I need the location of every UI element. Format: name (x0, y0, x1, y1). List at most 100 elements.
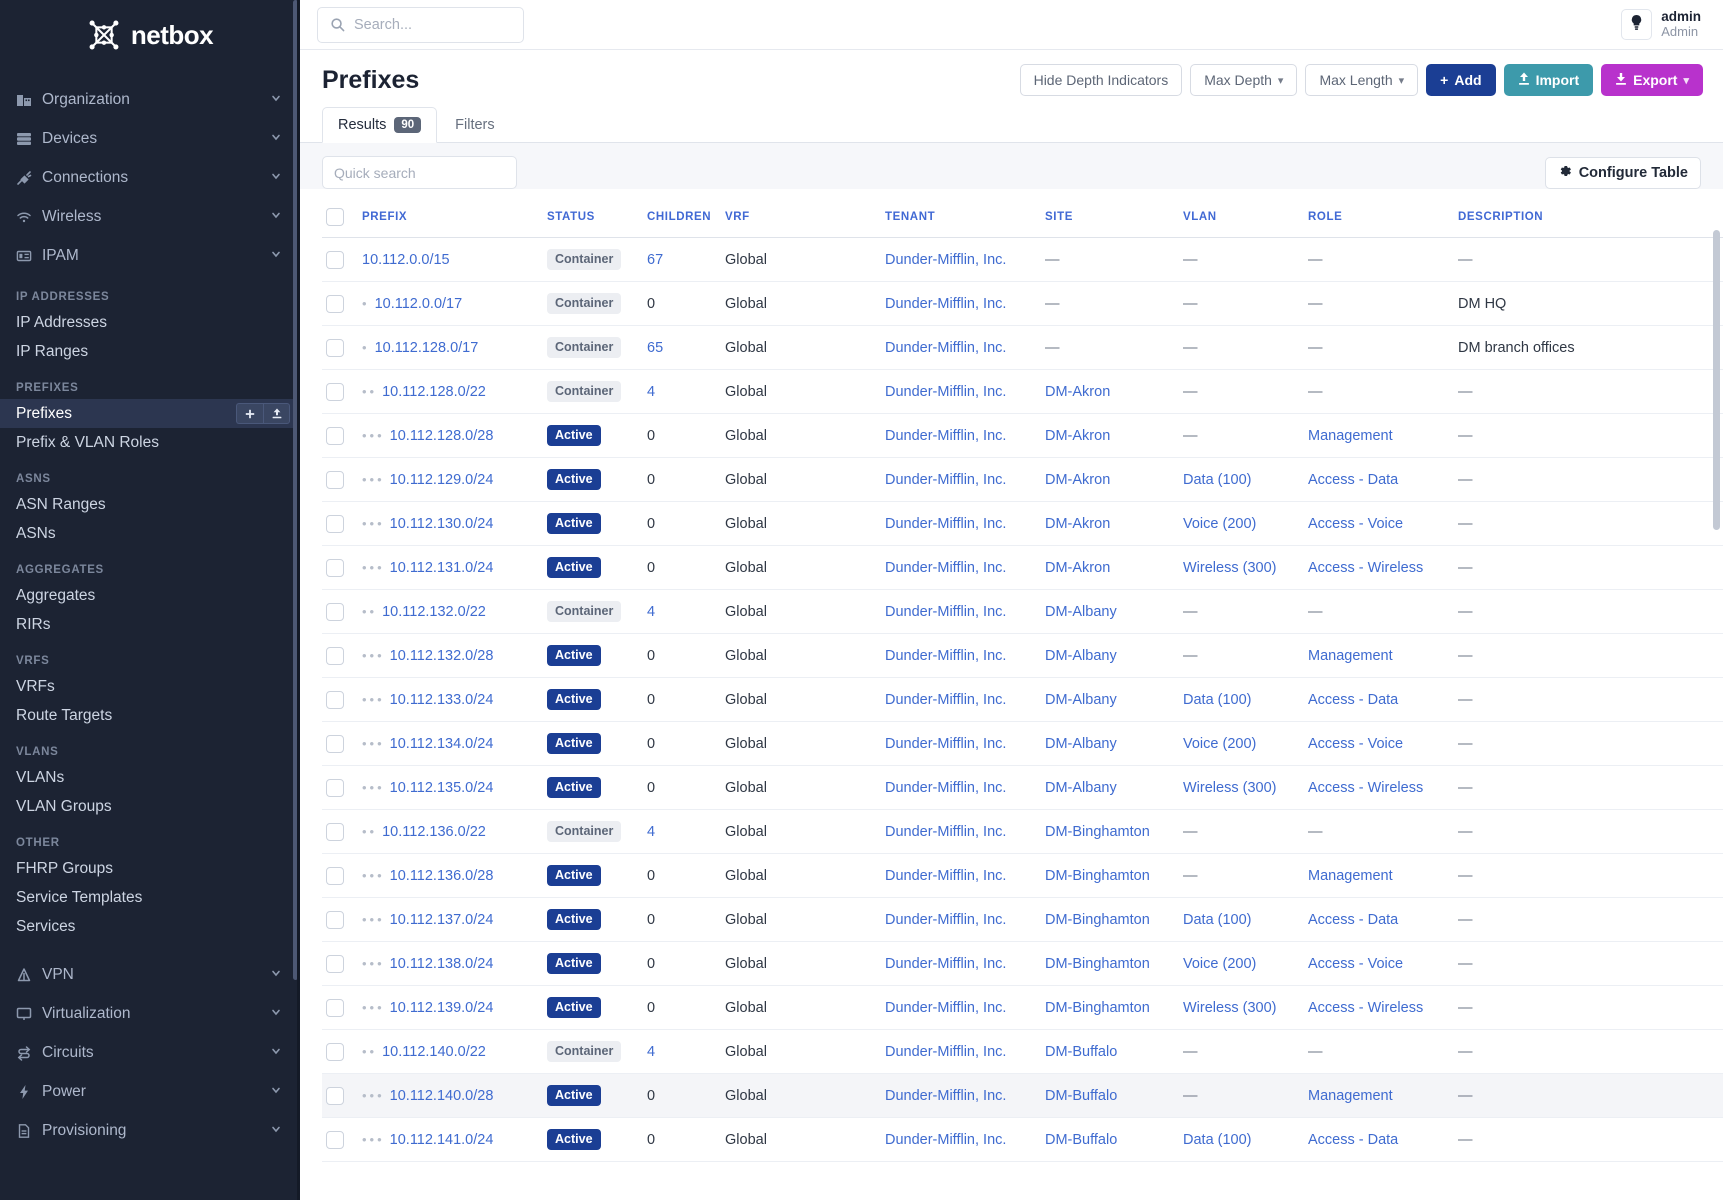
add-button[interactable]: + Add (1426, 64, 1496, 96)
sidebar-group-provisioning[interactable]: Provisioning (0, 1111, 300, 1150)
table-row[interactable]: ••• 10.112.138.0/24 Active 0 Global Dunder-Mi… (322, 941, 1723, 986)
sidebar-group-vpn[interactable]: VPN (0, 955, 300, 994)
table-row[interactable]: ••• 10.112.141.0/24 Active 0 Global Dunder-Mi… (322, 1117, 1723, 1162)
tenant-value[interactable]: Dunder-Mifflin, Inc. (885, 779, 1007, 796)
column-header-site[interactable]: SITE (1041, 202, 1179, 238)
site-value[interactable]: DM-Albany (1045, 647, 1117, 664)
vlan-value[interactable]: Data (100) (1183, 911, 1252, 928)
tenant-value[interactable]: Dunder-Mifflin, Inc. (885, 603, 1007, 620)
site-value[interactable]: DM-Binghamton (1045, 955, 1150, 972)
role-value[interactable]: Access - Wireless (1308, 559, 1424, 576)
site-value[interactable]: DM-Albany (1045, 691, 1117, 708)
vlan-value[interactable]: Voice (200) (1183, 515, 1257, 532)
sidebar-item-vlan-groups[interactable]: VLAN Groups (0, 792, 300, 821)
sidebar-group-virtualization[interactable]: Virtualization (0, 994, 300, 1033)
site-value[interactable]: DM-Binghamton (1045, 823, 1150, 840)
import-button[interactable]: Import (1503, 64, 1594, 96)
prefix-link[interactable]: 10.112.128.0/17 (374, 339, 479, 356)
row-checkbox[interactable] (326, 998, 344, 1017)
tenant-value[interactable]: Dunder-Mifflin, Inc. (885, 295, 1007, 312)
column-header-children[interactable]: CHILDREN (643, 202, 721, 238)
tenant-value[interactable]: Dunder-Mifflin, Inc. (885, 1131, 1007, 1148)
select-all-checkbox[interactable] (326, 208, 344, 226)
tenant-value[interactable]: Dunder-Mifflin, Inc. (885, 383, 1007, 400)
vlan-value[interactable]: Data (100) (1183, 471, 1252, 488)
table-row[interactable]: ••• 10.112.139.0/24 Active 0 Global Dunder-Mi… (322, 985, 1723, 1030)
max-length-dropdown[interactable]: Max Length ▾ (1305, 64, 1419, 96)
row-checkbox[interactable] (326, 910, 344, 929)
vlan-value[interactable]: Wireless (300) (1183, 779, 1277, 796)
role-value[interactable]: Access - Wireless (1308, 999, 1424, 1016)
column-header-vlan[interactable]: VLAN (1179, 202, 1304, 238)
site-value[interactable]: DM-Akron (1045, 559, 1111, 576)
sidebar-group-wireless[interactable]: Wireless (0, 197, 300, 236)
role-value[interactable]: Access - Data (1308, 471, 1399, 488)
site-value[interactable]: DM-Buffalo (1045, 1087, 1118, 1104)
row-checkbox[interactable] (326, 734, 344, 753)
global-search[interactable] (317, 6, 524, 43)
table-row[interactable]: ••• 10.112.133.0/24 Active 0 Global Dunder-Mi… (322, 677, 1723, 722)
tenant-value[interactable]: Dunder-Mifflin, Inc. (885, 647, 1007, 664)
table-row[interactable]: ••• 10.112.140.0/28 Active 0 Global Dunder-Mi… (322, 1073, 1723, 1118)
table-row[interactable]: ••• 10.112.136.0/28 Active 0 Global Dunder-Mi… (322, 853, 1723, 898)
sidebar-group-circuits[interactable]: Circuits (0, 1033, 300, 1072)
site-value[interactable]: DM-Akron (1045, 427, 1111, 444)
prefix-link[interactable]: 10.112.137.0/24 (389, 911, 494, 928)
children-link[interactable]: 4 (647, 383, 656, 400)
tenant-value[interactable]: Dunder-Mifflin, Inc. (885, 559, 1007, 576)
table-row[interactable]: ••• 10.112.135.0/24 Active 0 Global Dunder-Mi… (322, 765, 1723, 810)
site-value[interactable]: DM-Akron (1045, 383, 1111, 400)
row-checkbox[interactable] (326, 382, 344, 401)
column-header-status[interactable]: STATUS (543, 202, 643, 238)
sidebar-item-vrfs[interactable]: VRFs (0, 672, 300, 701)
prefix-link[interactable]: 10.112.138.0/24 (389, 955, 494, 972)
main-scrollbar[interactable] (1713, 230, 1720, 530)
site-value[interactable]: DM-Albany (1045, 735, 1117, 752)
table-row[interactable]: •• 10.112.140.0/22 Container 4 Global Dunder-… (322, 1029, 1723, 1074)
row-checkbox[interactable] (326, 250, 344, 269)
prefix-link[interactable]: 10.112.139.0/24 (389, 999, 494, 1016)
column-header-description[interactable]: DESCRIPTION (1454, 202, 1723, 238)
sidebar-item-services[interactable]: Services (0, 912, 300, 941)
tenant-value[interactable]: Dunder-Mifflin, Inc. (885, 471, 1007, 488)
column-header-vrf[interactable]: VRF (721, 202, 881, 238)
row-checkbox[interactable] (326, 426, 344, 445)
tenant-value[interactable]: Dunder-Mifflin, Inc. (885, 823, 1007, 840)
prefix-link[interactable]: 10.112.141.0/24 (389, 1131, 494, 1148)
role-value[interactable]: Management (1308, 1087, 1393, 1104)
sidebar-add-prefix-button[interactable] (236, 403, 263, 424)
row-checkbox[interactable] (326, 470, 344, 489)
prefix-link[interactable]: 10.112.133.0/24 (389, 691, 494, 708)
table-row[interactable]: •• 10.112.132.0/22 Container 4 Global Dunder-… (322, 589, 1723, 634)
column-header-role[interactable]: ROLE (1304, 202, 1454, 238)
sidebar-item-route-targets[interactable]: Route Targets (0, 701, 300, 730)
table-row[interactable]: •• 10.112.136.0/22 Container 4 Global Dunder-… (322, 809, 1723, 854)
tab-results[interactable]: Results 90 (322, 107, 438, 143)
sidebar-item-prefixes[interactable]: Prefixes (0, 399, 300, 428)
table-row[interactable]: ••• 10.112.129.0/24 Active 0 Global Dunder-Mi… (322, 457, 1723, 502)
prefix-link[interactable]: 10.112.132.0/28 (389, 647, 494, 664)
prefix-link[interactable]: 10.112.130.0/24 (389, 515, 494, 532)
table-row[interactable]: ••• 10.112.131.0/24 Active 0 Global Dunder-Mi… (322, 545, 1723, 590)
vlan-value[interactable]: Data (100) (1183, 691, 1252, 708)
column-header-prefix[interactable]: PREFIX (358, 202, 543, 238)
row-checkbox[interactable] (326, 822, 344, 841)
hide-depth-indicators-button[interactable]: Hide Depth Indicators (1019, 64, 1183, 96)
quick-search[interactable] (322, 156, 517, 189)
sidebar-item-rirs[interactable]: RIRs (0, 610, 300, 639)
children-link[interactable]: 67 (647, 251, 664, 268)
sidebar-group-power[interactable]: Power (0, 1072, 300, 1111)
configure-table-button[interactable]: Configure Table (1544, 156, 1701, 189)
table-row[interactable]: 10.112.0.0/15 Container 67 Global Dunder-Mif… (322, 237, 1723, 282)
row-checkbox[interactable] (326, 602, 344, 621)
sidebar-group-organization[interactable]: Organization (0, 80, 300, 119)
table-row[interactable]: ••• 10.112.128.0/28 Active 0 Global Dunder-Mi… (322, 413, 1723, 458)
role-value[interactable]: Management (1308, 647, 1393, 664)
prefix-link[interactable]: 10.112.136.0/28 (389, 867, 494, 884)
prefix-link[interactable]: 10.112.129.0/24 (389, 471, 494, 488)
tenant-value[interactable]: Dunder-Mifflin, Inc. (885, 735, 1007, 752)
children-link[interactable]: 65 (647, 339, 664, 356)
tenant-value[interactable]: Dunder-Mifflin, Inc. (885, 1043, 1007, 1060)
sidebar-item-prefix-vlan-roles[interactable]: Prefix & VLAN Roles (0, 428, 300, 457)
role-value[interactable]: Access - Data (1308, 691, 1399, 708)
